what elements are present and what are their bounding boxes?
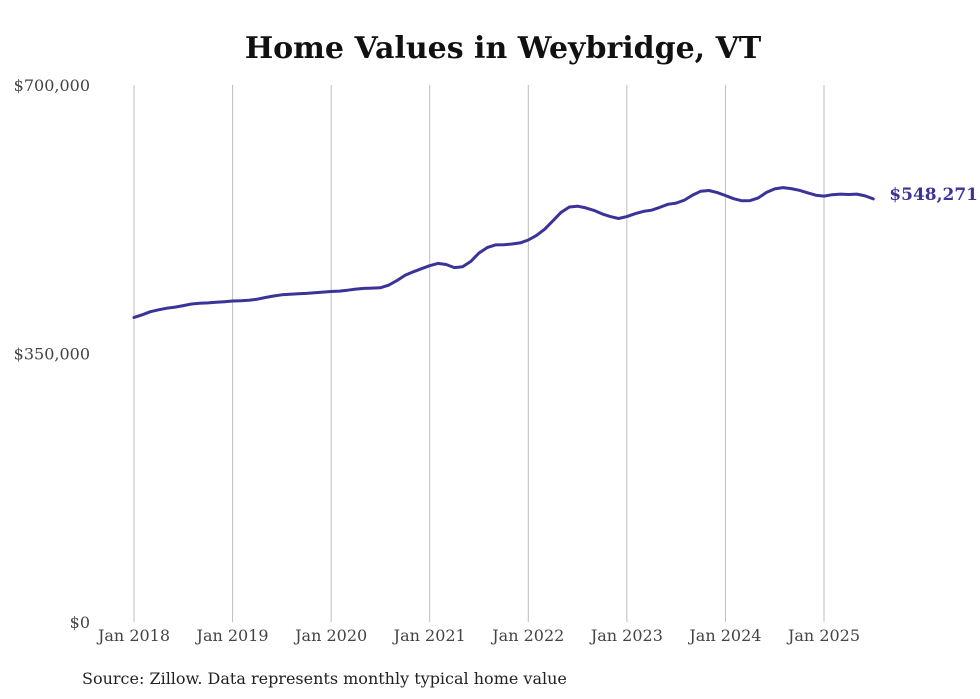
- x-tick-label: Jan 2021: [392, 626, 466, 645]
- series-line: [132, 186, 875, 319]
- series-layer: $548,271: [132, 185, 978, 319]
- x-axis-tick-labels: Jan 2018 Jan 2019 Jan 2020 Jan 2021 Jan 2022…: [96, 626, 860, 645]
- source-note: Source: Zillow. Data represents monthly …: [82, 669, 567, 688]
- y-axis-tick-labels: $0 $350,000 $700,000: [14, 76, 90, 632]
- end-value-label: $548,271: [889, 185, 978, 205]
- x-tick-label: Jan 2020: [293, 626, 367, 645]
- x-tick-label: Jan 2018: [96, 626, 170, 645]
- y-tick-label: $0: [70, 613, 90, 632]
- y-tick-label: $700,000: [14, 76, 90, 95]
- x-tick-label: Jan 2019: [195, 626, 269, 645]
- x-tick-label: Jan 2022: [490, 626, 564, 645]
- grid-lines: [133, 85, 825, 622]
- x-tick-label: Jan 2023: [589, 626, 663, 645]
- chart-title: Home Values in Weybridge, VT: [245, 31, 762, 66]
- x-tick-label: Jan 2025: [786, 626, 860, 645]
- x-tick-label: Jan 2024: [687, 626, 761, 645]
- y-tick-label: $350,000: [14, 345, 90, 364]
